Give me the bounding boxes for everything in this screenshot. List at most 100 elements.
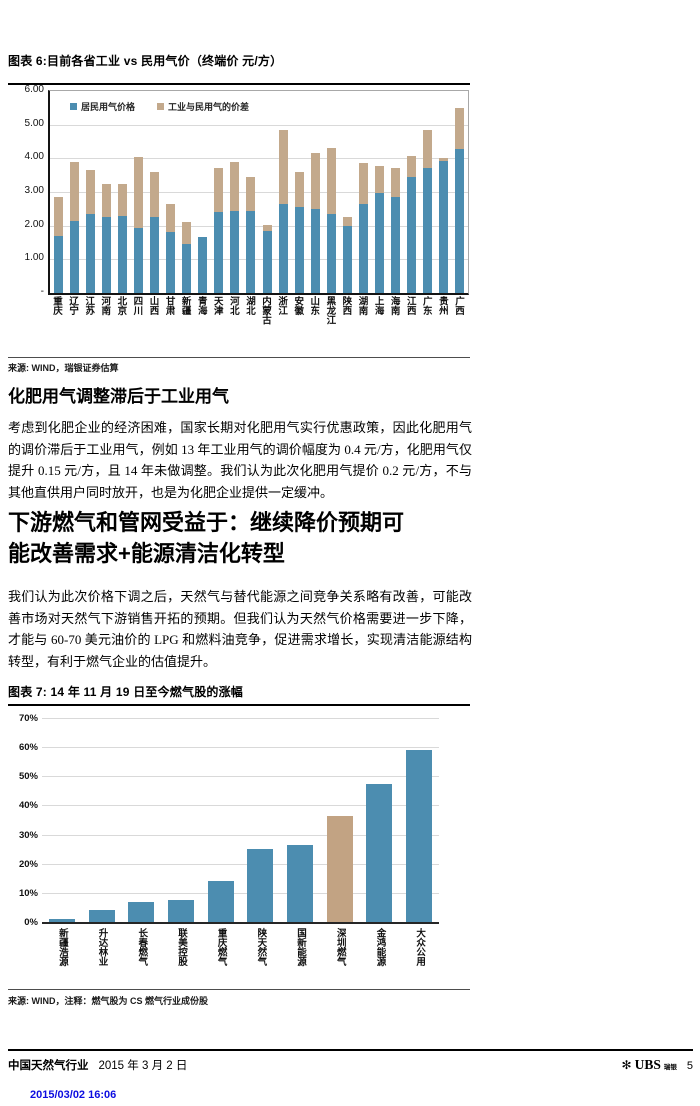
x-category-label: 天津: [211, 296, 222, 315]
x-category-label: 升达林业: [96, 928, 107, 966]
page-number: 5: [686, 1060, 693, 1072]
bar-residential: [407, 176, 417, 293]
bar-price-diff: [375, 166, 385, 193]
x-category-label: 辽宁: [67, 296, 78, 315]
y-tick-label: 6.00: [24, 84, 44, 95]
x-category-label: 贵州: [436, 296, 447, 315]
y-tick-label: 2.00: [24, 218, 44, 230]
footer: 中国天然气行业 2015 年 3 月 2 日 ✻ UBS 瑞银 5: [8, 1057, 693, 1073]
bar-price-diff: [85, 170, 95, 214]
bar: [247, 849, 274, 922]
bar-price-diff: [310, 153, 320, 209]
bar-residential: [342, 225, 352, 293]
y-tick-label: 1.00: [24, 252, 44, 264]
gridline: [50, 124, 468, 126]
bar-price-diff: [391, 167, 401, 198]
legend-label-diff: 工业与民用气的价差: [168, 102, 250, 112]
bar-residential: [326, 213, 336, 293]
bar-price-diff: [294, 172, 304, 208]
footer-report-title: 中国天然气行业: [8, 1060, 89, 1072]
bar-price-diff: [133, 156, 143, 229]
section2-heading: 下游燃气和管网受益于：继续降价预期可能改善需求+能源清洁化转型: [8, 510, 405, 566]
gridline: [50, 192, 468, 193]
bar-highlighted: [326, 815, 353, 922]
bar-price-diff: [246, 176, 256, 211]
bar-residential: [359, 203, 368, 293]
bar-residential: [294, 207, 304, 293]
figure7-bottom-divider: [8, 989, 470, 990]
x-category-label: 安徽: [292, 296, 303, 315]
bar-price-diff: [182, 222, 192, 245]
ubs-keys-logo-icon: ✻: [621, 1058, 632, 1072]
bar-residential: [246, 210, 256, 293]
x-category-label: 陕西: [340, 296, 351, 315]
bar-price-diff: [214, 168, 224, 212]
figure7-source: 来源: WIND，注释：燃气股为 CS 燃气行业成份股: [8, 996, 208, 1006]
legend-swatch-residential: [70, 103, 77, 110]
bar-price-diff: [423, 129, 433, 169]
figure7-top-divider: [8, 704, 470, 706]
legend-item-residential: 居民用气价格: [70, 100, 135, 113]
y-tick-label: 40%: [18, 800, 38, 812]
bar-residential: [278, 203, 288, 293]
bar: [128, 901, 155, 922]
x-category-label: 广西: [452, 296, 463, 315]
x-category-label: 新疆浩源: [56, 928, 67, 966]
y-tick-label: 0%: [24, 917, 38, 928]
y-tick-label: 3.00: [24, 185, 44, 196]
footer-date: 2015 年 3 月 2 日: [98, 1060, 188, 1072]
bar-residential: [166, 232, 176, 293]
bar: [48, 919, 75, 922]
bar-residential: [53, 235, 63, 293]
y-tick-label: -: [40, 286, 44, 297]
figure7-x-axis: 新疆浩源 升达林业 长春燃气 联美控股 重庆燃气 陕天然气 国新能源 深圳燃气 金鸿能源 大众公用: [42, 928, 439, 990]
section1-heading: 化肥用气调整滞后于工业用气: [8, 387, 229, 406]
legend-item-diff: 工业与民用气的价差: [157, 100, 249, 113]
x-category-label: 河南: [99, 296, 110, 315]
bar-price-diff: [359, 163, 368, 204]
bar-residential: [310, 208, 320, 293]
x-category-label: 陕天然气: [255, 928, 266, 966]
figure7-title: 图表 7: 14 年 11 月 19 日至今燃气股的涨幅: [8, 685, 243, 699]
gridline: [42, 718, 439, 719]
x-category-label: 湖南: [356, 296, 367, 315]
bar: [287, 844, 314, 922]
x-category-label: 河北: [227, 296, 238, 315]
bar-residential: [198, 236, 208, 293]
y-tick-label: 20%: [18, 858, 38, 870]
gridline: [42, 776, 439, 778]
y-tick-label: 4.00: [24, 151, 44, 163]
x-category-label: 海南: [388, 296, 399, 315]
bar-price-diff: [150, 171, 159, 217]
x-category-label: 甘肃: [163, 296, 174, 315]
bar-residential: [391, 197, 401, 293]
ubs-chinese-wordmark: 瑞银: [663, 1064, 677, 1071]
figure7-y-axis: 70% 60% 50% 40% 30% 20% 10% 0%: [6, 713, 38, 928]
gridline: [42, 747, 439, 749]
x-category-label: 四川: [131, 296, 142, 315]
gridline: [50, 259, 468, 261]
figure7-plot-area: [42, 718, 439, 924]
bar-residential: [101, 217, 111, 293]
x-category-label: 大众公用: [414, 928, 425, 966]
bar-price-diff: [342, 217, 352, 226]
figure6-title: 图表 6:目前各省工业 vs 民用气价（终端价 元/方）: [8, 54, 283, 68]
bar-price-diff: [455, 107, 465, 149]
bar-residential: [375, 192, 385, 293]
x-category-label: 新疆: [179, 296, 190, 315]
bar: [88, 910, 115, 922]
bar-price-diff: [101, 183, 111, 218]
bar-residential: [182, 244, 192, 293]
bar-price-diff: [278, 129, 288, 204]
gridline: [50, 225, 468, 227]
x-category-label: 重庆: [51, 296, 62, 315]
section1-paragraph: 考虑到化肥企业的经济困难，国家长期对化肥用气实行优惠政策，因此化肥用气的调价滞后…: [8, 420, 472, 500]
x-category-label: 重庆燃气: [215, 928, 226, 966]
section2-paragraph: 我们认为此次价格下调之后，天然气与替代能源之间竞争关系略有改善，可能改善市场对天…: [8, 589, 472, 669]
footer-divider: [8, 1049, 693, 1051]
gridline: [50, 158, 468, 160]
bar: [406, 750, 433, 922]
bar-price-diff: [439, 158, 449, 162]
bar-price-diff: [407, 155, 417, 177]
bar-residential: [439, 161, 449, 293]
